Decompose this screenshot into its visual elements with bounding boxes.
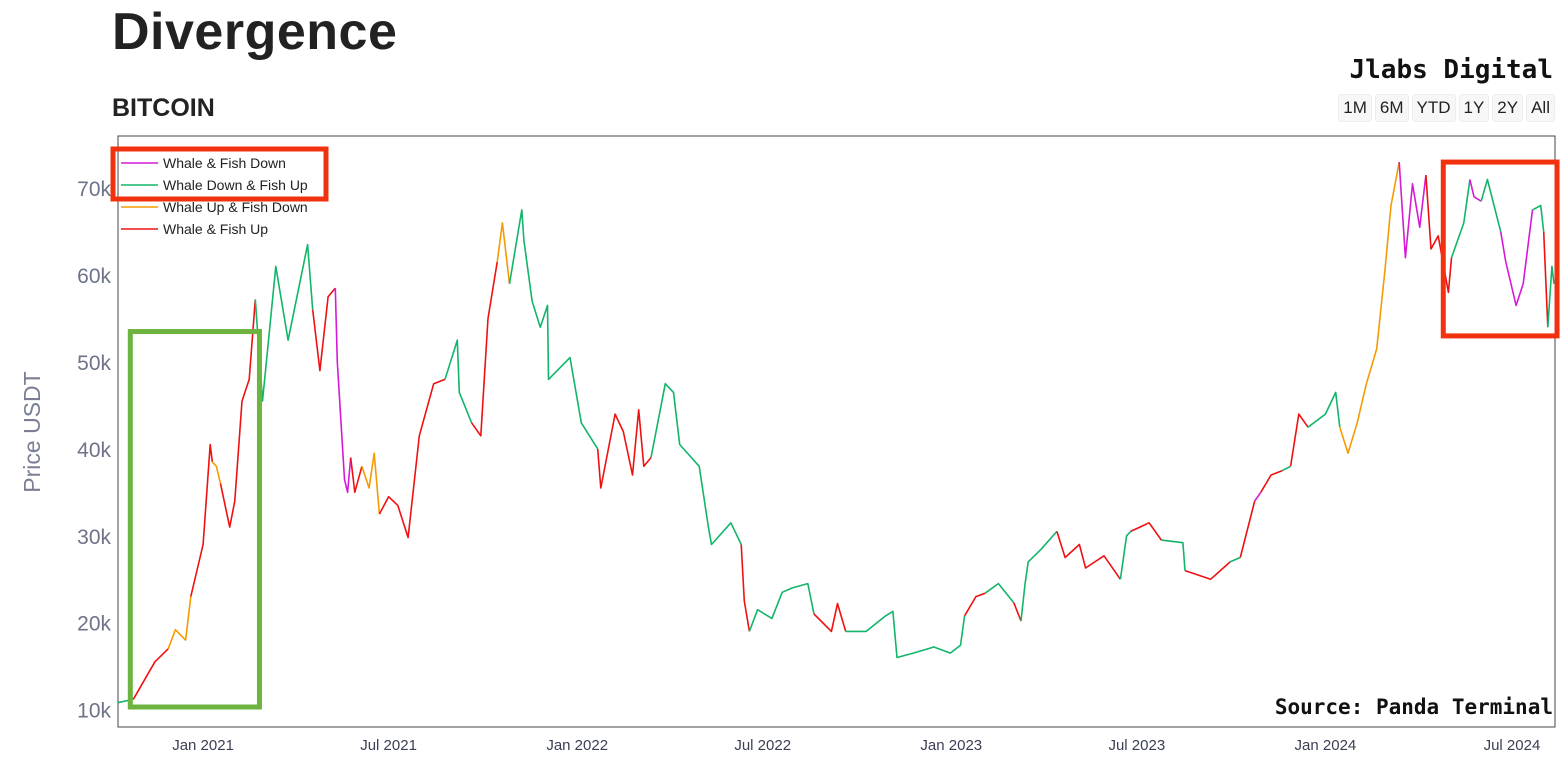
price-segment xyxy=(1532,204,1545,232)
price-lines xyxy=(117,161,1555,704)
price-segment xyxy=(167,596,192,650)
price-segment xyxy=(748,582,815,632)
x-axis: Jan 2021 Jul 2021 Jan 2022 Jul 2022 Jan 2023… xyxy=(172,737,1540,754)
price-segment xyxy=(1130,521,1163,541)
price-segment xyxy=(1119,530,1132,580)
y-tick-label: 10k xyxy=(77,700,111,723)
highlight-box xyxy=(110,146,329,202)
range-button-1y[interactable]: 1Y xyxy=(1458,94,1490,122)
range-selector: 1M 6M YTD 1Y 2Y All xyxy=(1338,94,1555,122)
x-tick-label: Jan 2021 xyxy=(172,737,234,754)
price-segment xyxy=(1450,179,1471,258)
legend-item-label[interactable]: Whale Up & Fish Down xyxy=(163,199,308,215)
x-tick-label: Jul 2023 xyxy=(1108,737,1165,754)
price-segment xyxy=(1239,500,1256,558)
price-segment xyxy=(1229,556,1241,563)
y-tick-label: 40k xyxy=(77,439,111,462)
price-segment xyxy=(349,457,363,494)
price-segment xyxy=(219,299,257,528)
price-segment xyxy=(361,452,381,515)
legend[interactable]: Whale & Fish Down Whale Down & Fish Up Wha… xyxy=(121,155,308,237)
price-segment xyxy=(740,544,751,632)
price-segment xyxy=(1339,383,1368,455)
price-segment xyxy=(1161,539,1186,571)
x-tick-label: Jul 2021 xyxy=(360,737,417,754)
price-segment xyxy=(496,222,511,284)
page-subtitle: BITCOIN xyxy=(112,94,215,122)
y-tick-label: 20k xyxy=(77,613,111,636)
price-segment xyxy=(1260,469,1283,493)
price-segment xyxy=(963,592,986,617)
price-segment xyxy=(1398,162,1427,259)
y-axis: 10k 20k 30k 40k 50k 60k 70k xyxy=(77,178,111,722)
range-button-1m[interactable]: 1M xyxy=(1338,94,1372,122)
x-tick-label: Jul 2022 xyxy=(734,737,791,754)
price-segment xyxy=(650,382,742,546)
highlight-boxes xyxy=(110,146,1560,710)
price-segment xyxy=(845,610,966,659)
y-tick-label: 70k xyxy=(77,178,111,201)
price-segment xyxy=(1425,175,1453,294)
price-segment xyxy=(508,209,599,450)
legend-item-label[interactable]: Whale & Fish Up xyxy=(163,221,268,237)
price-segment xyxy=(444,339,473,424)
price-segment xyxy=(984,582,1015,604)
y-tick-label: 60k xyxy=(77,265,111,288)
legend-item-label[interactable]: Whale & Fish Down xyxy=(163,155,286,171)
price-segment xyxy=(1542,231,1549,328)
page-title: Divergence xyxy=(112,3,398,61)
price-segment xyxy=(334,288,352,494)
price-segment xyxy=(1282,465,1291,472)
price-segment xyxy=(1547,265,1555,328)
x-tick-label: Jan 2023 xyxy=(920,737,982,754)
price-segment xyxy=(1020,530,1058,622)
price-segment xyxy=(1184,561,1231,581)
price-segment xyxy=(1499,209,1534,307)
y-tick-label: 30k xyxy=(77,526,111,549)
price-segment xyxy=(1469,179,1482,202)
y-axis-label: Price USDT xyxy=(19,371,45,492)
price-segment xyxy=(596,408,652,489)
x-tick-label: Jul 2024 xyxy=(1484,737,1541,754)
price-segment xyxy=(132,648,169,700)
price-segment xyxy=(1365,161,1400,384)
range-button-all[interactable]: All xyxy=(1526,94,1555,122)
x-tick-label: Jan 2022 xyxy=(546,737,608,754)
price-segment xyxy=(190,443,214,597)
range-button-ytd[interactable]: YTD xyxy=(1411,94,1456,122)
range-button-6m[interactable]: 6M xyxy=(1374,94,1409,122)
highlight-box xyxy=(1440,159,1560,339)
x-tick-label: Jan 2024 xyxy=(1295,737,1357,754)
price-segment xyxy=(1056,531,1122,580)
price-segment xyxy=(1254,491,1262,502)
source-label: Source: Panda Terminal xyxy=(1275,695,1553,719)
plot-frame xyxy=(117,135,1556,728)
brand-label: Jlabs Digital xyxy=(1349,55,1554,85)
price-segment xyxy=(311,287,336,372)
legend-item-label[interactable]: Whale Down & Fish Up xyxy=(163,177,308,193)
price-segment xyxy=(254,243,314,402)
highlight-box xyxy=(127,329,262,710)
price-segment xyxy=(1013,602,1022,622)
price-segment xyxy=(378,378,446,539)
y-tick-label: 50k xyxy=(77,352,111,375)
price-segment xyxy=(1289,413,1309,467)
price-segment xyxy=(1480,178,1502,232)
range-button-2y[interactable]: 2Y xyxy=(1492,94,1524,122)
price-segment xyxy=(813,602,847,633)
price-segment xyxy=(1307,391,1341,428)
price-segment xyxy=(470,261,498,437)
price-segment xyxy=(211,461,222,484)
